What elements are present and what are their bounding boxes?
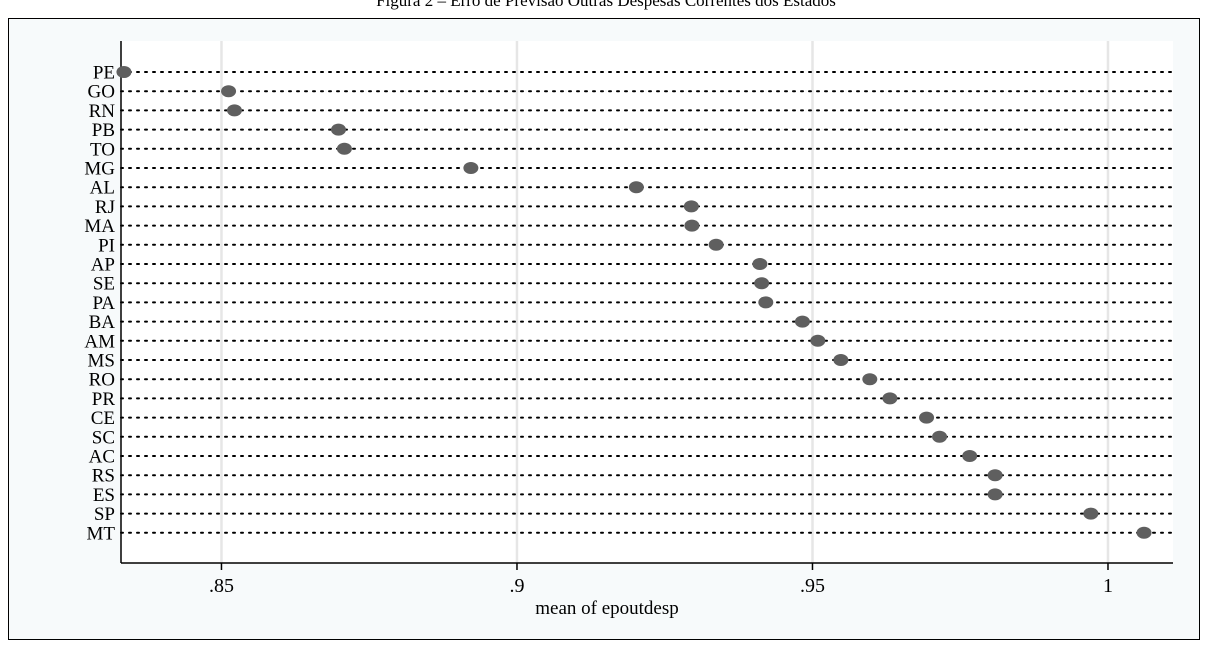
marker-rj xyxy=(683,200,699,213)
marker-mt xyxy=(1136,526,1152,539)
marker-pa xyxy=(758,296,774,309)
marker-es xyxy=(987,488,1003,501)
x-tick-label-1: 1 xyxy=(1103,575,1113,597)
category-label-se: SE xyxy=(93,274,115,295)
marker-ce xyxy=(919,411,935,424)
marker-am xyxy=(810,334,826,347)
category-dotted-lines xyxy=(120,71,1174,534)
category-label-mg: MG xyxy=(84,159,115,180)
category-label-pa: PA xyxy=(92,293,115,314)
marker-ro xyxy=(862,373,878,386)
marker-to xyxy=(336,142,352,155)
category-label-mt: MT xyxy=(87,523,116,544)
chart-panel: .85 .9 .95 1 PE GO RN PB TO MG AL RJ MA PI AP SE PA BA AM… xyxy=(8,18,1200,640)
data-markers xyxy=(116,66,1152,539)
figure-title: Figura 2 – Erro de Previsão Outras Despe… xyxy=(376,0,836,10)
dot-plot: .85 .9 .95 1 PEGORNPBTOMGALRJMAPIAPSEPABAAM… xyxy=(84,41,1174,619)
marker-ac xyxy=(962,450,978,462)
x-tick-label-p95: .95 xyxy=(800,575,825,597)
category-label-sc: SC xyxy=(92,427,115,448)
gridlines xyxy=(220,41,1110,563)
x-tick-label-p9: .9 xyxy=(509,575,524,597)
x-axis-title: mean of epoutdesp xyxy=(535,598,679,619)
marker-ap xyxy=(752,258,768,270)
category-label-al: AL xyxy=(90,178,115,199)
marker-ms xyxy=(833,354,849,366)
marker-go xyxy=(221,85,237,98)
marker-ba xyxy=(794,315,810,328)
category-labels: PEGORNPBTOMGALRJMAPIAPSEPABAAMMSROPRCESC… xyxy=(84,63,115,545)
x-axis-ticks: .85 .9 .95 1 xyxy=(209,563,1113,597)
marker-rn xyxy=(226,104,242,117)
category-label-to: TO xyxy=(90,139,115,160)
marker-ma xyxy=(684,219,700,232)
category-label-ap: AP xyxy=(91,255,115,276)
category-label-pe: PE xyxy=(93,63,115,84)
category-label-ms: MS xyxy=(88,351,115,372)
marker-pb xyxy=(330,123,346,136)
x-tick-label-p85: .85 xyxy=(209,575,234,597)
category-label-sp: SP xyxy=(94,504,115,525)
category-label-ac: AC xyxy=(89,447,115,468)
plot-area xyxy=(121,41,1173,563)
marker-sp xyxy=(1083,507,1099,520)
category-label-ma: MA xyxy=(84,216,115,237)
marker-pr xyxy=(882,392,898,405)
category-label-rs: RS xyxy=(92,466,115,487)
category-label-es: ES xyxy=(93,485,115,506)
marker-pe xyxy=(116,66,132,78)
category-label-pb: PB xyxy=(92,120,115,141)
category-label-pi: PI xyxy=(98,235,115,256)
marker-sc xyxy=(932,430,948,443)
marker-mg xyxy=(463,162,479,174)
category-label-rn: RN xyxy=(89,101,116,122)
marker-pi xyxy=(708,238,724,251)
category-label-ce: CE xyxy=(91,408,115,429)
category-label-ba: BA xyxy=(89,312,116,333)
category-label-pr: PR xyxy=(92,389,116,410)
category-label-rj: RJ xyxy=(95,197,115,218)
marker-se xyxy=(754,277,770,290)
category-label-ro: RO xyxy=(89,370,115,391)
category-label-am: AM xyxy=(84,331,115,352)
category-label-go: GO xyxy=(88,82,115,103)
marker-al xyxy=(628,181,644,194)
marker-rs xyxy=(987,469,1003,482)
